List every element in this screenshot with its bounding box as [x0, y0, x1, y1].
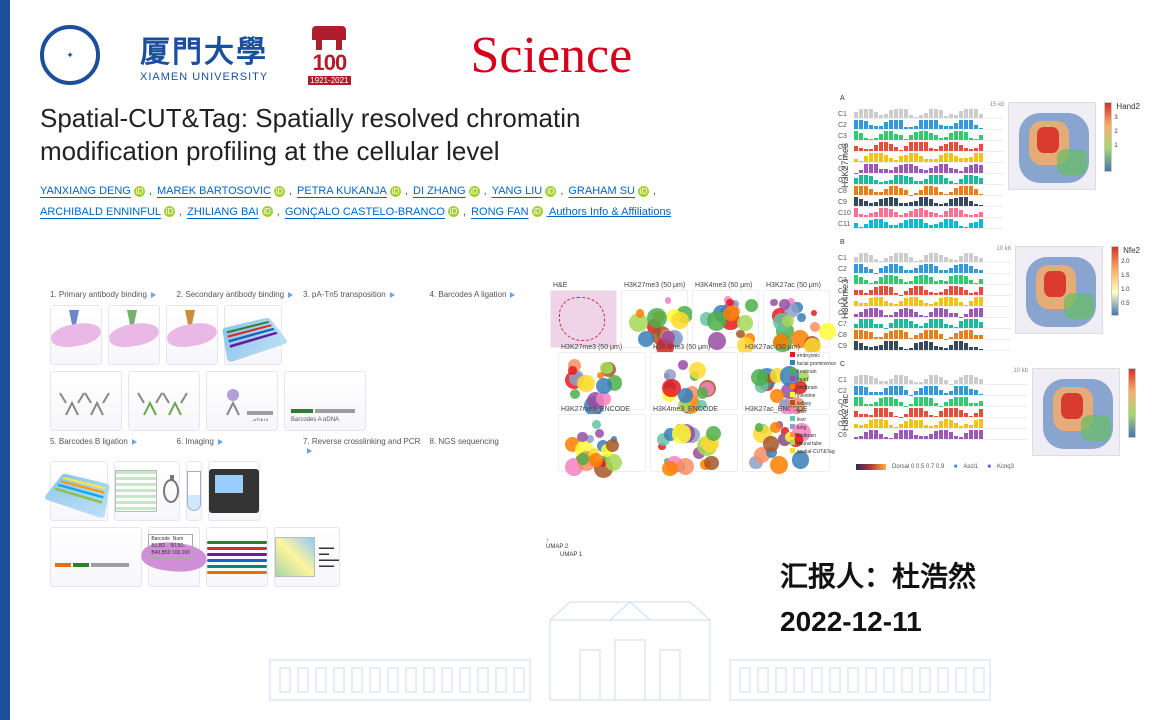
gene-name: Nfe2 [1123, 246, 1140, 255]
center-figure: H&EH3K27me3 (50 μm)H3K4me3 (50 μm)H3K27a… [550, 290, 830, 550]
wf-panel [128, 371, 200, 431]
spatial-panel: H3K4me3 (50 μm) [692, 290, 759, 348]
journal-logo: Science [471, 26, 633, 85]
author-link[interactable]: GRAHAM SU [568, 185, 635, 197]
antibody-icon [51, 381, 121, 421]
orcid-icon[interactable]: iD [638, 186, 649, 197]
orcid-icon[interactable]: iD [448, 206, 459, 217]
ligation-icon: Barcodes A gDNA [285, 381, 365, 421]
microfluidic-chip-icon [43, 473, 110, 519]
xmu-logo-text: 厦門大學 XIAMEN UNIVERSITY [140, 27, 268, 83]
umap-panel: H3K27me3 (50 μm) [558, 352, 646, 410]
spatial-panel: H&E [550, 290, 617, 348]
author-link[interactable]: DI ZHANG [413, 185, 466, 197]
barcode-stack-icon [207, 541, 267, 574]
author-link[interactable]: YANG LIU [492, 185, 543, 197]
title-block: Spatial-CUT&Tag: Spatially resolved chro… [40, 102, 720, 223]
wf-panel [208, 461, 260, 521]
paper-title: Spatial-CUT&Tag: Spatially resolved chro… [40, 102, 720, 167]
umap-panel: H3K4me3 (50 μm) [650, 352, 738, 410]
orcid-icon[interactable]: iD [545, 186, 556, 197]
wf-panel [166, 305, 218, 365]
authors-info-link[interactable]: Authors Info & Affiliations [547, 206, 672, 218]
spatial-map [1032, 368, 1120, 456]
orcid-icon[interactable]: iD [390, 186, 401, 197]
wf-step-label: 2. Secondary antibody binding [177, 290, 285, 299]
presenter-date: 2022-12-11 [780, 600, 976, 645]
wf-panel: Barcode NumB1,B2.. 50,50..B49,B50 100,10… [148, 527, 200, 587]
anniversary-logo: 100 1921-2021 [308, 26, 350, 85]
author-link[interactable]: PETRA KUKANJA [297, 185, 387, 197]
panel-letter: A [840, 95, 1140, 102]
umap-panel: H3K27me3_ENCODE [558, 414, 646, 472]
logo-row: ✦ 厦門大學 XIAMEN UNIVERSITY 100 1921-2021 S… [40, 20, 1122, 90]
orcid-icon[interactable]: iD [274, 186, 285, 197]
spatial-panel: H3K27ac (50 μm) [763, 290, 830, 348]
orcid-icon[interactable]: iD [532, 206, 543, 217]
slide: ✦ 厦門大學 XIAMEN UNIVERSITY 100 1921-2021 S… [0, 0, 1152, 720]
author-link[interactable]: YANXIANG DENG [40, 185, 131, 197]
wf-panel [50, 371, 122, 431]
author-link[interactable]: ARCHIBALD ENNINFUL [40, 206, 161, 218]
anniversary-years: 1921-2021 [308, 76, 350, 85]
svg-text:gDNA: gDNA [253, 419, 269, 421]
antibody-icon [129, 381, 199, 421]
panel-letter: C [840, 361, 1140, 368]
wf-step-label: 3. pA-Tn5 transposition [303, 290, 386, 299]
wf-panel: ▬▬▬▬▬▬▬▬▬▬▬▬ [274, 527, 340, 587]
orcid-icon[interactable]: iD [134, 186, 145, 197]
author-link[interactable]: ZHILIANG BAI [187, 206, 259, 218]
wf-panel [114, 461, 180, 521]
author-link[interactable]: RONG FAN [471, 206, 528, 218]
wf-panel: Barcodes A gDNA [284, 371, 366, 431]
wf-step-label: 7. Reverse crosslinking and PCR [303, 437, 420, 446]
workflow-figure: 1. Primary antibody binding 2. Secondary… [50, 290, 550, 593]
microfluidic-chip-icon [222, 317, 289, 363]
author-link[interactable]: MAREK BARTOSOVIC [157, 185, 271, 197]
orcid-icon[interactable]: iD [164, 206, 175, 217]
wf-panel [50, 305, 102, 365]
gene-name: Hand2 [1116, 102, 1140, 111]
center-legend: embryonicfacial prominenceforebrainheart… [790, 352, 836, 456]
svg-text:Barcodes A gDNA: Barcodes A gDNA [291, 417, 339, 421]
spatial-panel: H3K27me3 (50 μm) [621, 290, 688, 348]
umap-axis-label: ↑UMAP 2 [546, 538, 568, 550]
wf-panel [108, 305, 160, 365]
sequencer-icon [209, 469, 259, 513]
wf-panel [50, 527, 142, 587]
right-figure: AH3K27me315 kbC1C2C3C4C5C6C7C8C9C10C11Ha… [840, 95, 1140, 535]
wf-panel [50, 461, 108, 521]
wf-panel [186, 461, 202, 521]
author-list: YANXIANG DENGiD, MAREK BARTOSOVICiD, PET… [40, 181, 720, 223]
wf-step-label: 6. Imaging [177, 437, 214, 446]
orcid-icon[interactable]: iD [469, 186, 480, 197]
xmu-seal-icon: ✦ [40, 25, 100, 85]
tube-icon [187, 471, 201, 511]
spatial-map [1015, 246, 1103, 334]
wf-step-label: 5. Barcodes B ligation [50, 437, 128, 446]
wf-step-label: 8. NGS sequencing [430, 437, 499, 446]
anniversary-number: 100 [313, 50, 347, 76]
xmu-name-en: XIAMEN UNIVERSITY [140, 71, 268, 83]
presenter-label: 汇报人：杜浩然 [780, 555, 976, 600]
gate-icon [312, 26, 346, 40]
author-link[interactable]: GONÇALO CASTELO-BRANCO [285, 206, 445, 218]
xmu-name-cn: 厦門大學 [140, 27, 268, 71]
wf-panel [224, 305, 282, 365]
panel-letter: B [840, 239, 1140, 246]
spatial-map [1008, 102, 1096, 190]
umap-panel: H3K4me3_ENCODE [650, 414, 738, 472]
umap-axis-label: UMAP 1 [560, 552, 582, 558]
wf-panel: gDNA [206, 371, 278, 431]
wf-step-label: 1. Primary antibody binding [50, 290, 147, 299]
presenter-block: 汇报人：杜浩然 2022-12-11 [780, 555, 976, 645]
wf-step-label: 4. Barcodes A ligation [430, 290, 507, 299]
tn5-icon: gDNA [207, 381, 277, 421]
wf-panel [206, 527, 268, 587]
orcid-icon[interactable]: iD [262, 206, 273, 217]
